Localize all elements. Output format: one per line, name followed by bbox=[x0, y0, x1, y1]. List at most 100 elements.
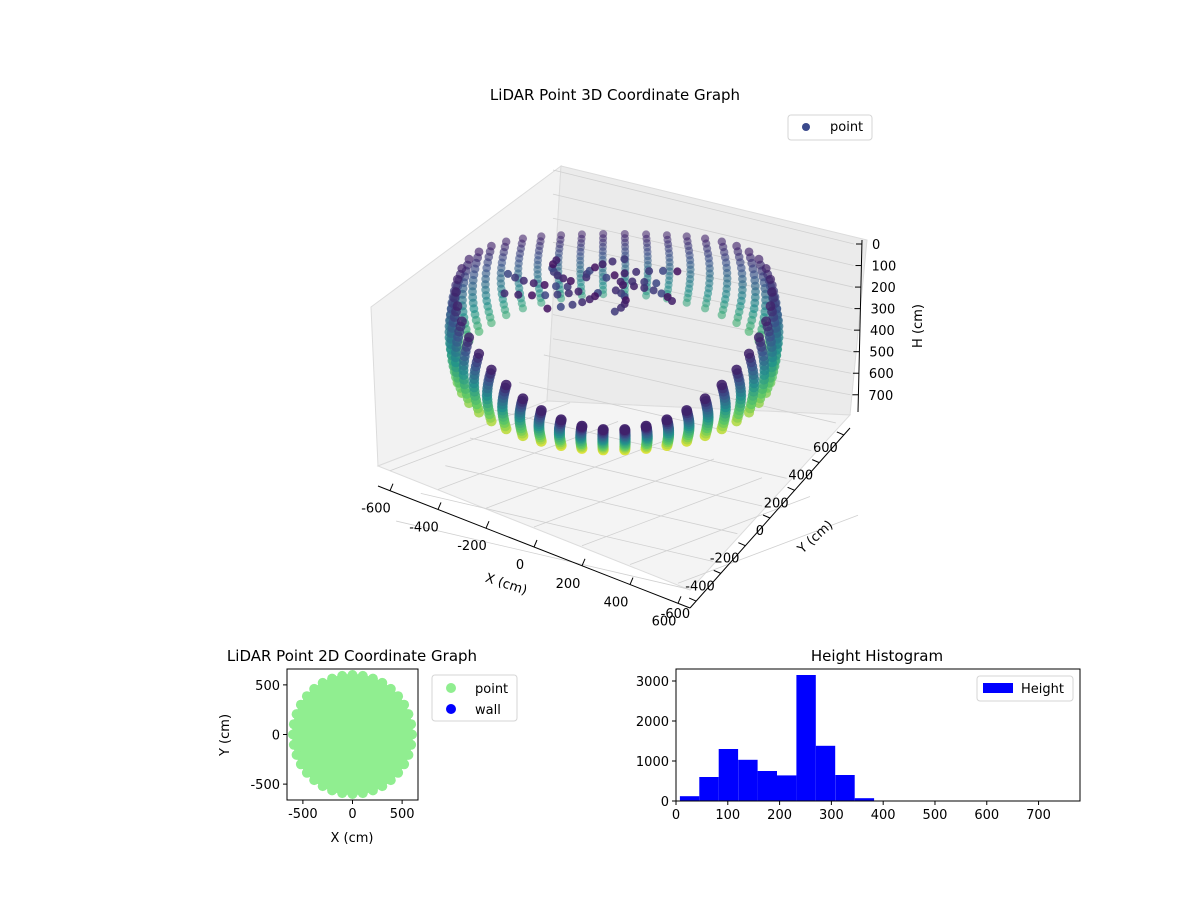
cloud-point bbox=[743, 348, 755, 359]
cloud-point bbox=[528, 291, 536, 300]
cloud-point bbox=[541, 291, 550, 300]
cloud-point bbox=[662, 231, 671, 240]
histogram-bar bbox=[796, 675, 816, 801]
hist-y-tick-label: 0 bbox=[661, 795, 669, 810]
cloud-point bbox=[457, 264, 467, 273]
x-tick bbox=[581, 558, 586, 566]
y-tick-label: 400 bbox=[788, 469, 813, 484]
hist-y-tick-label: 2000 bbox=[636, 715, 669, 730]
z-tick-label: 100 bbox=[871, 260, 896, 275]
cloud-point bbox=[640, 284, 649, 292]
y-tick-label: -600 bbox=[661, 607, 691, 622]
point-marker bbox=[406, 739, 417, 750]
legend-2d-marker-wall bbox=[446, 704, 456, 714]
wall-grid-z bbox=[552, 193, 854, 266]
cloud-point bbox=[474, 247, 484, 257]
histogram-bar bbox=[854, 798, 875, 801]
cloud-point bbox=[511, 273, 520, 282]
floor-grid-x bbox=[629, 496, 811, 565]
hist-x-tick-label: 700 bbox=[1026, 808, 1051, 823]
y-tick-label-2d: 500 bbox=[255, 679, 280, 694]
cloud-point bbox=[645, 267, 654, 276]
cloud-point bbox=[564, 289, 573, 298]
plot-3d-title: LiDAR Point 3D Coordinate Graph bbox=[490, 86, 740, 104]
point-disc bbox=[288, 670, 417, 799]
point-marker bbox=[295, 759, 306, 770]
x-tick-label-2d: -500 bbox=[288, 807, 318, 822]
histogram-bar bbox=[699, 777, 719, 801]
histogram-bar bbox=[718, 749, 739, 801]
floor-grid-y bbox=[543, 354, 836, 424]
plot-2d: LiDAR Point 2D Coordinate Graph -500 0 500… bbox=[218, 647, 518, 846]
x-tick-label: 0 bbox=[516, 558, 524, 573]
legend-histogram-label: Height bbox=[1021, 682, 1064, 697]
wall-grid-z bbox=[552, 290, 852, 353]
point-marker bbox=[288, 739, 299, 750]
point-marker bbox=[347, 789, 358, 799]
cloud-point bbox=[535, 405, 547, 416]
point-marker bbox=[399, 699, 410, 710]
cloud-point bbox=[732, 241, 741, 251]
point-marker bbox=[327, 785, 338, 796]
cloud-point bbox=[731, 364, 742, 375]
z-tick-label: 200 bbox=[871, 281, 896, 296]
cloud-point bbox=[620, 255, 629, 264]
cloud-point bbox=[717, 237, 726, 246]
cloud-point bbox=[753, 332, 764, 343]
x-tick-label-2d: 500 bbox=[390, 807, 415, 822]
legend-3d-frame bbox=[787, 114, 873, 141]
cloud-point bbox=[642, 230, 651, 239]
point-marker bbox=[337, 788, 348, 799]
cloud-point bbox=[657, 289, 666, 298]
z-axis-line bbox=[857, 239, 863, 413]
cloud-point bbox=[464, 254, 474, 264]
y-tick-label-2d: 0 bbox=[272, 729, 280, 744]
histogram-bar bbox=[835, 775, 855, 801]
cloud-point bbox=[578, 298, 587, 307]
point-marker bbox=[407, 729, 417, 740]
z-tick-label: 700 bbox=[868, 389, 893, 404]
cloud-point bbox=[668, 297, 676, 305]
y-tick-label: 0 bbox=[756, 524, 764, 539]
legend-histogram-frame bbox=[976, 675, 1074, 702]
y-tick bbox=[738, 542, 746, 547]
point-marker bbox=[403, 749, 414, 760]
floor-grid-x bbox=[581, 477, 763, 547]
cloud-point bbox=[543, 304, 552, 313]
plot-histogram: Height Histogram 0 100 200 300 400 500 600 7000… bbox=[636, 647, 1081, 823]
cloud-point bbox=[574, 287, 583, 296]
cloud-point bbox=[673, 267, 682, 276]
point-marker bbox=[377, 781, 388, 792]
cloud-point bbox=[599, 230, 608, 238]
cloud-point bbox=[452, 274, 463, 284]
legend-2d-marker-point bbox=[446, 683, 456, 693]
point-marker bbox=[377, 677, 388, 688]
cloud-point bbox=[616, 277, 625, 286]
cloud-point bbox=[500, 289, 509, 298]
cloud-point bbox=[608, 257, 617, 266]
y-tick bbox=[836, 431, 845, 436]
cloud-point bbox=[628, 277, 637, 286]
hist-x-tick-label: 200 bbox=[767, 808, 792, 823]
floor-grid-y bbox=[445, 465, 738, 535]
histogram-frame bbox=[675, 668, 1081, 802]
cloud-point bbox=[591, 263, 599, 272]
cloud-point bbox=[473, 348, 485, 359]
hist-x-tick-label: 500 bbox=[923, 808, 948, 823]
legend-histogram: Height bbox=[976, 675, 1074, 702]
cloud-point bbox=[617, 303, 625, 312]
x-tick bbox=[485, 521, 490, 529]
point-marker bbox=[337, 670, 348, 681]
cloud-point bbox=[682, 232, 691, 241]
cloud-point bbox=[529, 279, 538, 288]
x-tick bbox=[629, 577, 634, 585]
point-marker bbox=[399, 759, 410, 770]
z-axis-label: H (cm) bbox=[911, 304, 926, 348]
cloud-point bbox=[597, 424, 609, 436]
cloud-point bbox=[557, 231, 566, 240]
y-tick-label: 200 bbox=[764, 496, 789, 511]
hist-x-tick-label: 100 bbox=[715, 808, 740, 823]
cloud-point bbox=[519, 276, 528, 285]
cloud-point bbox=[502, 237, 511, 246]
point-marker bbox=[301, 691, 312, 702]
